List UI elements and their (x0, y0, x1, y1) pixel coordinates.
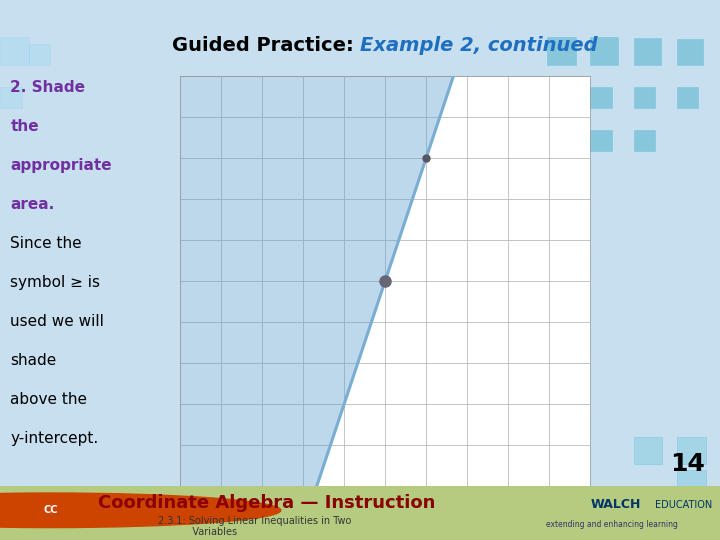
Text: shade: shade (10, 353, 57, 368)
FancyBboxPatch shape (590, 130, 612, 151)
Text: Guided Practice:: Guided Practice: (171, 36, 360, 56)
Polygon shape (180, 76, 454, 486)
Text: used we will: used we will (10, 314, 104, 329)
Text: area.: area. (10, 197, 55, 212)
FancyBboxPatch shape (634, 130, 655, 151)
FancyBboxPatch shape (547, 87, 569, 108)
FancyBboxPatch shape (0, 37, 29, 65)
FancyBboxPatch shape (634, 87, 655, 108)
Text: 2.3.1: Solving Linear Inequalities in Two
           Variables: 2.3.1: Solving Linear Inequalities in Tw… (158, 516, 352, 537)
FancyBboxPatch shape (547, 37, 576, 65)
FancyBboxPatch shape (677, 437, 706, 464)
Text: CC: CC (43, 505, 58, 515)
FancyBboxPatch shape (590, 87, 612, 108)
Text: Example 2, continued: Example 2, continued (360, 36, 598, 56)
Text: y-intercept.: y-intercept. (10, 430, 99, 445)
Text: Since the: Since the (10, 235, 82, 251)
Text: appropriate: appropriate (10, 158, 112, 173)
FancyBboxPatch shape (677, 39, 703, 65)
Text: symbol ≥ is: symbol ≥ is (10, 275, 100, 289)
FancyBboxPatch shape (0, 87, 22, 108)
Text: extending and enhancing learning: extending and enhancing learning (546, 521, 678, 529)
FancyBboxPatch shape (677, 470, 706, 497)
Text: the: the (10, 119, 39, 134)
Text: EDUCATION: EDUCATION (655, 500, 713, 510)
FancyBboxPatch shape (677, 87, 698, 108)
Text: 14: 14 (670, 453, 705, 476)
FancyBboxPatch shape (634, 38, 661, 65)
FancyBboxPatch shape (634, 437, 662, 464)
FancyBboxPatch shape (29, 44, 50, 65)
Text: above the: above the (10, 392, 87, 407)
Text: Coordinate Algebra — Instruction: Coordinate Algebra — Instruction (98, 494, 435, 512)
Text: WALCH: WALCH (590, 498, 641, 511)
FancyBboxPatch shape (590, 37, 618, 65)
Circle shape (0, 493, 281, 528)
Text: 2. Shade: 2. Shade (10, 80, 86, 94)
